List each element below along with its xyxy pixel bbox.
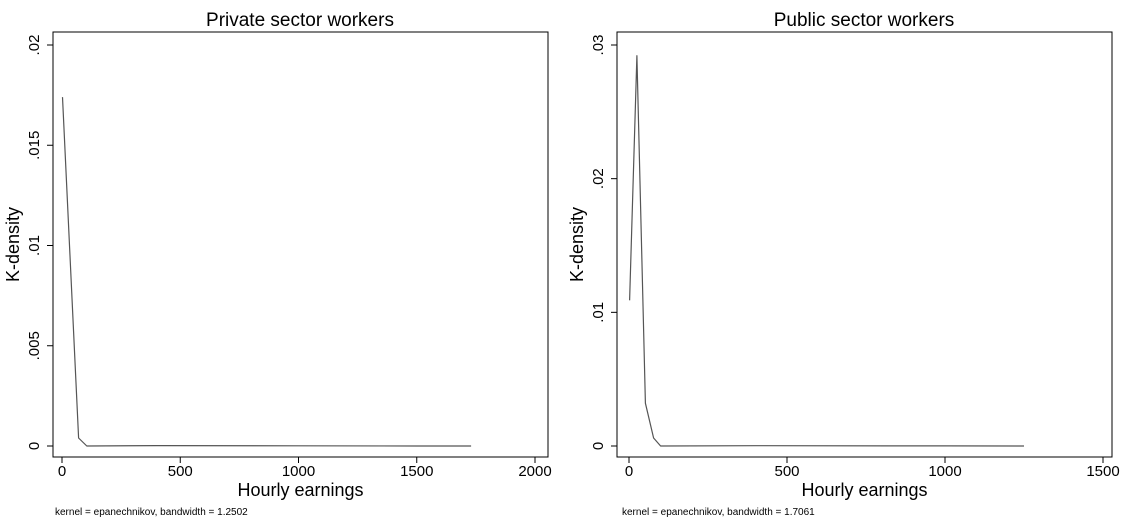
- kernel-note: kernel = epanechnikov, bandwidth = 1.250…: [55, 507, 248, 518]
- x-axis-label: Hourly earnings: [237, 480, 363, 500]
- y-tick-label: .015: [26, 131, 43, 160]
- chart-title: Public sector workers: [774, 10, 955, 31]
- x-tick-label: 1000: [928, 463, 961, 480]
- chart-title: Private sector workers: [206, 10, 394, 31]
- x-tick-label: 0: [625, 463, 633, 480]
- x-tick-label: 1000: [282, 463, 315, 480]
- kernel-note: kernel = epanechnikov, bandwidth = 1.706…: [622, 507, 815, 518]
- y-tick-label: 0: [26, 442, 43, 450]
- x-tick-label: 0: [58, 463, 66, 480]
- y-tick-label: .02: [590, 168, 607, 189]
- density-line: [61, 97, 472, 447]
- y-axis-label: K-density: [567, 207, 587, 282]
- y-tick-label: .005: [26, 331, 43, 360]
- x-tick-label: 1500: [1086, 463, 1119, 480]
- y-tick-label: .03: [590, 35, 607, 56]
- public-sector-chart: Public sector workers 0 500 1000 1500 0 .01 .02…: [567, 10, 1120, 518]
- private-sector-panel: Private sector workers 0 500 1000 1500 2000 0.…: [3, 10, 552, 518]
- x-tick-label: 500: [774, 463, 799, 480]
- y-tick-label: 0: [590, 442, 607, 450]
- y-tick-label: .02: [26, 35, 43, 56]
- y-tick-label: .01: [590, 302, 607, 323]
- y-tick-label: .01: [26, 235, 43, 256]
- density-line: [629, 55, 1025, 447]
- public-sector-panel: Public sector workers 0 500 1000 1500 0 .01 .02…: [563, 0, 1126, 521]
- x-tick-label: 2000: [518, 463, 551, 480]
- plot-frame: [616, 31, 1113, 458]
- private-sector-chart: Private sector workers 0 500 1000 1500 2000 0.…: [3, 10, 552, 518]
- y-axis-label: K-density: [3, 207, 23, 282]
- x-tick-label: 500: [168, 463, 193, 480]
- x-axis-label: Hourly earnings: [801, 480, 927, 500]
- plot-frame: [52, 31, 549, 458]
- x-tick-label: 1500: [400, 463, 433, 480]
